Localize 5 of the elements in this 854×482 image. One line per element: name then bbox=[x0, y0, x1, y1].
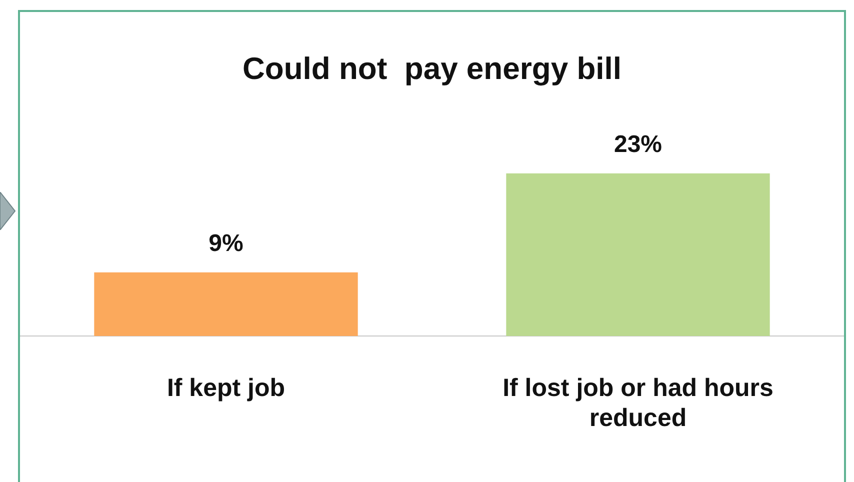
data-label: 9% bbox=[208, 230, 244, 257]
data-label: 23% bbox=[614, 130, 662, 158]
x-tick-label: If kept job bbox=[166, 374, 286, 402]
x-tick-label: If lost job or had hours reduced bbox=[502, 374, 774, 432]
chart-title: Could not pay energy bill bbox=[242, 51, 622, 86]
